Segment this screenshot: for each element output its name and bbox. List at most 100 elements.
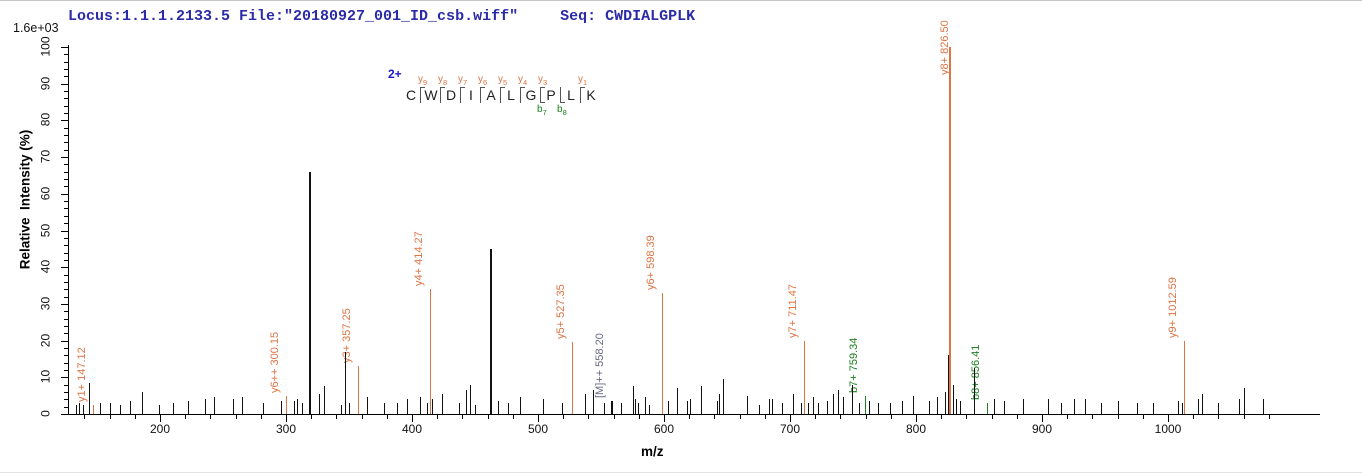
cleavage-line [440, 87, 445, 103]
x-tick [714, 414, 715, 419]
y-tick [64, 127, 68, 129]
peak-unassigned [701, 386, 702, 414]
y-tick [64, 274, 68, 276]
peak-unassigned [543, 399, 544, 414]
x-tick [1269, 414, 1270, 419]
peak-unassigned [960, 401, 961, 414]
peak-unassigned [159, 404, 160, 414]
peak-label-y1+: y1+ 147.12 [76, 347, 88, 402]
residue-k-10: K [586, 87, 596, 103]
y-tick [61, 267, 68, 269]
x-tick-label: 800 [905, 422, 927, 436]
peak-unassigned [341, 404, 342, 414]
peak-unassigned [294, 401, 295, 414]
x-tick-label: 200 [149, 422, 171, 436]
residue-l-6: L [507, 87, 515, 103]
y-tick [61, 230, 68, 232]
x-tick-label: 1000 [1154, 422, 1182, 436]
peak-unassigned [929, 401, 930, 414]
x-tick [941, 414, 942, 419]
x-tick [336, 414, 337, 419]
x-tick-major [286, 414, 287, 422]
peak-unassigned [604, 402, 605, 414]
x-tick [563, 414, 564, 419]
peak-unassigned [397, 402, 398, 414]
y-ion-label-y8: y8 [438, 74, 448, 87]
peak-unassigned [1244, 388, 1245, 414]
x-tick [740, 414, 741, 419]
cleavage-line [500, 87, 505, 103]
peak-y9+ [1184, 340, 1185, 414]
x-tick [1143, 414, 1144, 419]
peak-unassigned [782, 402, 783, 414]
peak-unassigned [263, 402, 264, 414]
y-tick [64, 113, 68, 115]
peak-unassigned [475, 404, 476, 414]
peak-unassigned [852, 384, 853, 414]
x-tick [362, 414, 363, 419]
y-tick [61, 303, 68, 305]
peak-unassigned [498, 401, 499, 414]
peak-label-[M]++: [M]++ 558.20 [594, 333, 606, 399]
y-tick [64, 142, 68, 144]
peak-unassigned [690, 399, 691, 414]
x-tick [311, 414, 312, 419]
y-tick [64, 54, 68, 56]
x-tick [1067, 414, 1068, 419]
peak-unassigned [432, 399, 433, 414]
x-axis-title: m/z [641, 444, 664, 459]
x-tick-major [790, 414, 791, 422]
peak-label-y6++: y6++ 300.15 [269, 331, 281, 393]
y-ion-label-y9: y9 [418, 74, 428, 87]
peak-unassigned [677, 388, 678, 414]
y-tick [64, 296, 68, 298]
y-tick [64, 179, 68, 181]
peak-unassigned [1202, 393, 1203, 414]
x-tick [135, 414, 136, 419]
x-tick [513, 414, 514, 419]
y-tick [64, 399, 68, 401]
y-tick [64, 289, 68, 291]
y-tick [64, 237, 68, 239]
cleavage-line [540, 87, 545, 103]
y-tick-label: 40 [38, 260, 53, 274]
y-tick [61, 340, 68, 342]
y-tick-label: 50 [38, 223, 53, 237]
y-tick [64, 61, 68, 63]
peak-unassigned [818, 402, 819, 414]
y-tick [61, 120, 68, 122]
peak-unassigned [188, 401, 189, 414]
peak-unassigned [994, 399, 995, 414]
x-tick-major [664, 414, 665, 422]
y-tick [61, 414, 68, 415]
peak-unassigned [621, 402, 622, 414]
peak-y6++ [286, 395, 287, 414]
locus-file-text: Locus:1.1.1.2133.5 File:"20180927_001_ID… [68, 8, 519, 25]
y-tick [64, 186, 68, 188]
x-tick [614, 414, 615, 419]
residue-d-3: D [445, 87, 457, 103]
y-tick-label: 90 [38, 76, 53, 90]
peak-unassigned [974, 368, 975, 414]
peak-y8+ [949, 47, 951, 414]
peak-unassigned [827, 401, 828, 414]
peak-unassigned [562, 402, 563, 414]
peak-unassigned [345, 351, 346, 414]
residue-g-7: G [525, 87, 537, 103]
peak-y3+ [358, 366, 359, 414]
residue-p-8: P [546, 87, 556, 103]
cleavage-line [460, 87, 465, 103]
peak-label-y3+: y3+ 357.25 [341, 308, 353, 364]
peak-unassigned [319, 393, 320, 414]
peak-unassigned [635, 399, 636, 414]
peak-unassigned [843, 397, 844, 414]
peak-unassigned [953, 384, 954, 414]
y-tick [64, 311, 68, 313]
peak-unassigned [89, 382, 90, 414]
cleavage-marker-8: b8 [557, 86, 567, 117]
cleavage-marker-1: y9 [418, 74, 427, 104]
residue-a-5: A [486, 87, 496, 103]
